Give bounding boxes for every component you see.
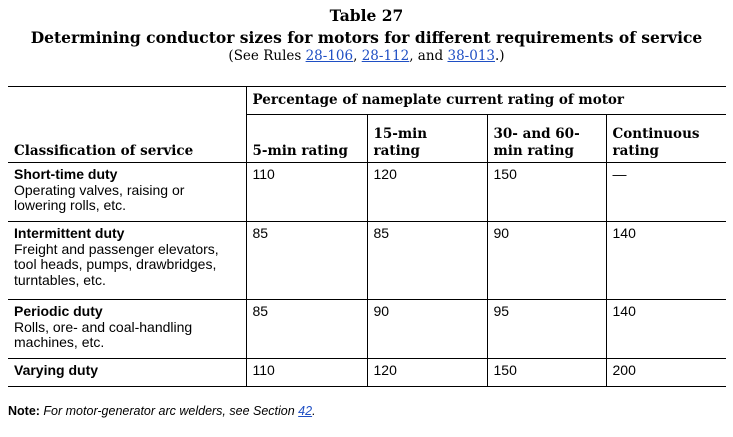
rule-link-38-013[interactable]: 38-013: [447, 48, 495, 64]
rule-link-28-112[interactable]: 28-112: [361, 48, 410, 64]
value-continuous: 140: [605, 221, 727, 300]
classification-cell: Periodic duty Rolls, ore- and coal-handli…: [8, 299, 247, 359]
table-note: Note: For motor-generator arc welders, s…: [8, 404, 316, 418]
service-description: Freight and passenger elevators, tool he…: [14, 240, 219, 288]
table-row: Short-time duty Operating valves, raising…: [8, 162, 727, 222]
classification-header: Classification of service: [14, 143, 194, 159]
service-name: Intermittent duty: [14, 225, 125, 241]
table-row: Periodic duty Rolls, ore- and coal-handli…: [8, 299, 727, 359]
value-continuous: —: [605, 162, 727, 222]
table-row: Intermittent duty Freight and passenger e…: [8, 221, 727, 300]
see-rules-prefix: (See Rules: [228, 48, 306, 64]
col-header-15-min: 15-min rating: [366, 114, 488, 163]
classification-cell: Intermittent duty Freight and passenger e…: [8, 221, 247, 300]
table-number: Table 27: [329, 6, 404, 25]
section-42-link[interactable]: 42: [298, 404, 313, 418]
value-continuous: 200: [605, 358, 727, 387]
classification-header-cell: Classification of service: [8, 86, 247, 163]
see-rules-separator: ,: [353, 48, 362, 64]
service-description: Rolls, ore- and coal-handling machines, …: [14, 318, 193, 350]
value-15-min: 85: [366, 221, 488, 300]
value-30-60-min: 150: [486, 162, 607, 222]
value-15-min: 90: [366, 299, 488, 359]
note-label: Note:: [8, 404, 40, 418]
value-5-min: 110: [245, 358, 368, 387]
table-row: Varying duty 110 120 150 200: [8, 358, 727, 387]
see-rules-suffix: .): [495, 48, 505, 64]
table-title: Determining conductor sizes for motors f…: [30, 28, 703, 47]
col-header-30-60-min: 30- and 60-min rating: [486, 114, 607, 163]
value-30-60-min: 150: [486, 358, 607, 387]
value-15-min: 120: [366, 162, 488, 222]
value-5-min: 85: [245, 221, 368, 300]
service-name: Varying duty: [14, 362, 99, 378]
classification-cell: Short-time duty Operating valves, raising…: [8, 162, 247, 222]
percentage-group-header: Percentage of nameplate current rating o…: [245, 86, 727, 115]
note-text-wrap: For motor-generator arc welders, see Sec…: [39, 404, 316, 418]
value-5-min: 85: [245, 299, 368, 359]
service-description: Operating valves, raising or lowering ro…: [14, 181, 185, 213]
note-end: .: [312, 404, 316, 418]
value-5-min: 110: [245, 162, 368, 222]
value-30-60-min: 95: [486, 299, 607, 359]
classification-cell: Varying duty: [8, 358, 247, 387]
value-30-60-min: 90: [486, 221, 607, 300]
col-header-continuous: Continuous rating: [605, 114, 727, 163]
rule-link-28-106[interactable]: 28-106: [305, 48, 354, 64]
service-name: Periodic duty: [14, 303, 103, 319]
note-text: For motor-generator arc welders, see Sec…: [39, 404, 299, 418]
col-header-5-min: 5-min rating: [245, 114, 368, 163]
conductor-size-table: Classification of service Percentage of …: [8, 86, 727, 387]
service-name: Short-time duty: [14, 166, 118, 182]
value-continuous: 140: [605, 299, 727, 359]
see-rules-line: (See Rules 28-106, 28-112, and 38-013.): [0, 48, 733, 64]
see-rules-separator: , and: [409, 48, 448, 64]
value-15-min: 120: [366, 358, 488, 387]
